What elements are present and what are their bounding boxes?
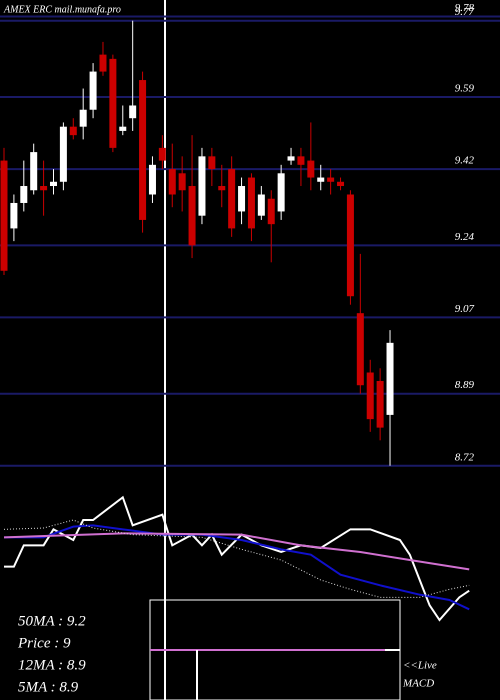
candle-body [188, 186, 196, 246]
candle-body [30, 152, 38, 191]
candle-body [228, 169, 236, 229]
live-label: <<Live [403, 660, 437, 672]
candle-body [119, 126, 127, 131]
candle-body [218, 186, 226, 191]
candle-body [337, 181, 345, 187]
candle-body [257, 194, 265, 216]
candle-body [79, 109, 87, 127]
ma-line [4, 524, 470, 611]
stat-label: 5MA : 8.9 [18, 679, 79, 695]
candle-body [49, 181, 57, 187]
y-tick-label: 8.89 [455, 379, 475, 391]
ma-line [3, 532, 470, 571]
candle-body [99, 54, 107, 72]
macd-label: MACD [402, 678, 434, 690]
candle-body [247, 177, 255, 229]
candle-body [129, 105, 137, 119]
candle-body [307, 160, 315, 178]
candle-body [168, 169, 176, 195]
candle-body [366, 372, 374, 420]
candle-body [40, 186, 48, 191]
y-tick-label: 9.59 [455, 83, 475, 95]
stat-label: Price : 9 [17, 635, 71, 651]
candle-body [208, 156, 216, 170]
candle-body [376, 380, 384, 428]
stat-label: 12MA : 8.9 [18, 657, 86, 673]
candle-body [346, 194, 354, 297]
candle-body [148, 164, 156, 195]
chart-title: AMEX ERC mail.munafa.pro [3, 4, 121, 15]
candle-body [10, 202, 18, 229]
candle-body [327, 177, 335, 182]
candle-body [20, 186, 28, 203]
y-tick-label: 8.72 [455, 451, 475, 463]
stat-label: 50MA : 9.2 [18, 613, 86, 629]
candle-body [356, 313, 364, 386]
candle-body [386, 342, 394, 415]
y-tick-label: 9.42 [455, 155, 475, 167]
candle-body [0, 160, 8, 271]
candle-body [89, 71, 97, 110]
candle-body [59, 126, 67, 182]
y-tick-label: 9.78 [455, 2, 475, 14]
y-tick-label: 9.24 [455, 231, 475, 243]
candle-body [317, 177, 325, 182]
ma-line [4, 495, 470, 622]
candle-body [198, 156, 206, 216]
candle-body [158, 147, 166, 161]
candle-body [267, 198, 275, 225]
candle-body [178, 173, 186, 191]
y-tick-label: 9.77 [455, 6, 475, 18]
candle-body [238, 186, 246, 212]
candle-body [287, 156, 295, 161]
candle-body [69, 126, 77, 136]
y-tick-label: 9.07 [455, 303, 475, 315]
candle-body [109, 58, 117, 148]
candle-body [297, 156, 305, 165]
candle-body [139, 80, 147, 220]
candle-body [277, 173, 285, 212]
